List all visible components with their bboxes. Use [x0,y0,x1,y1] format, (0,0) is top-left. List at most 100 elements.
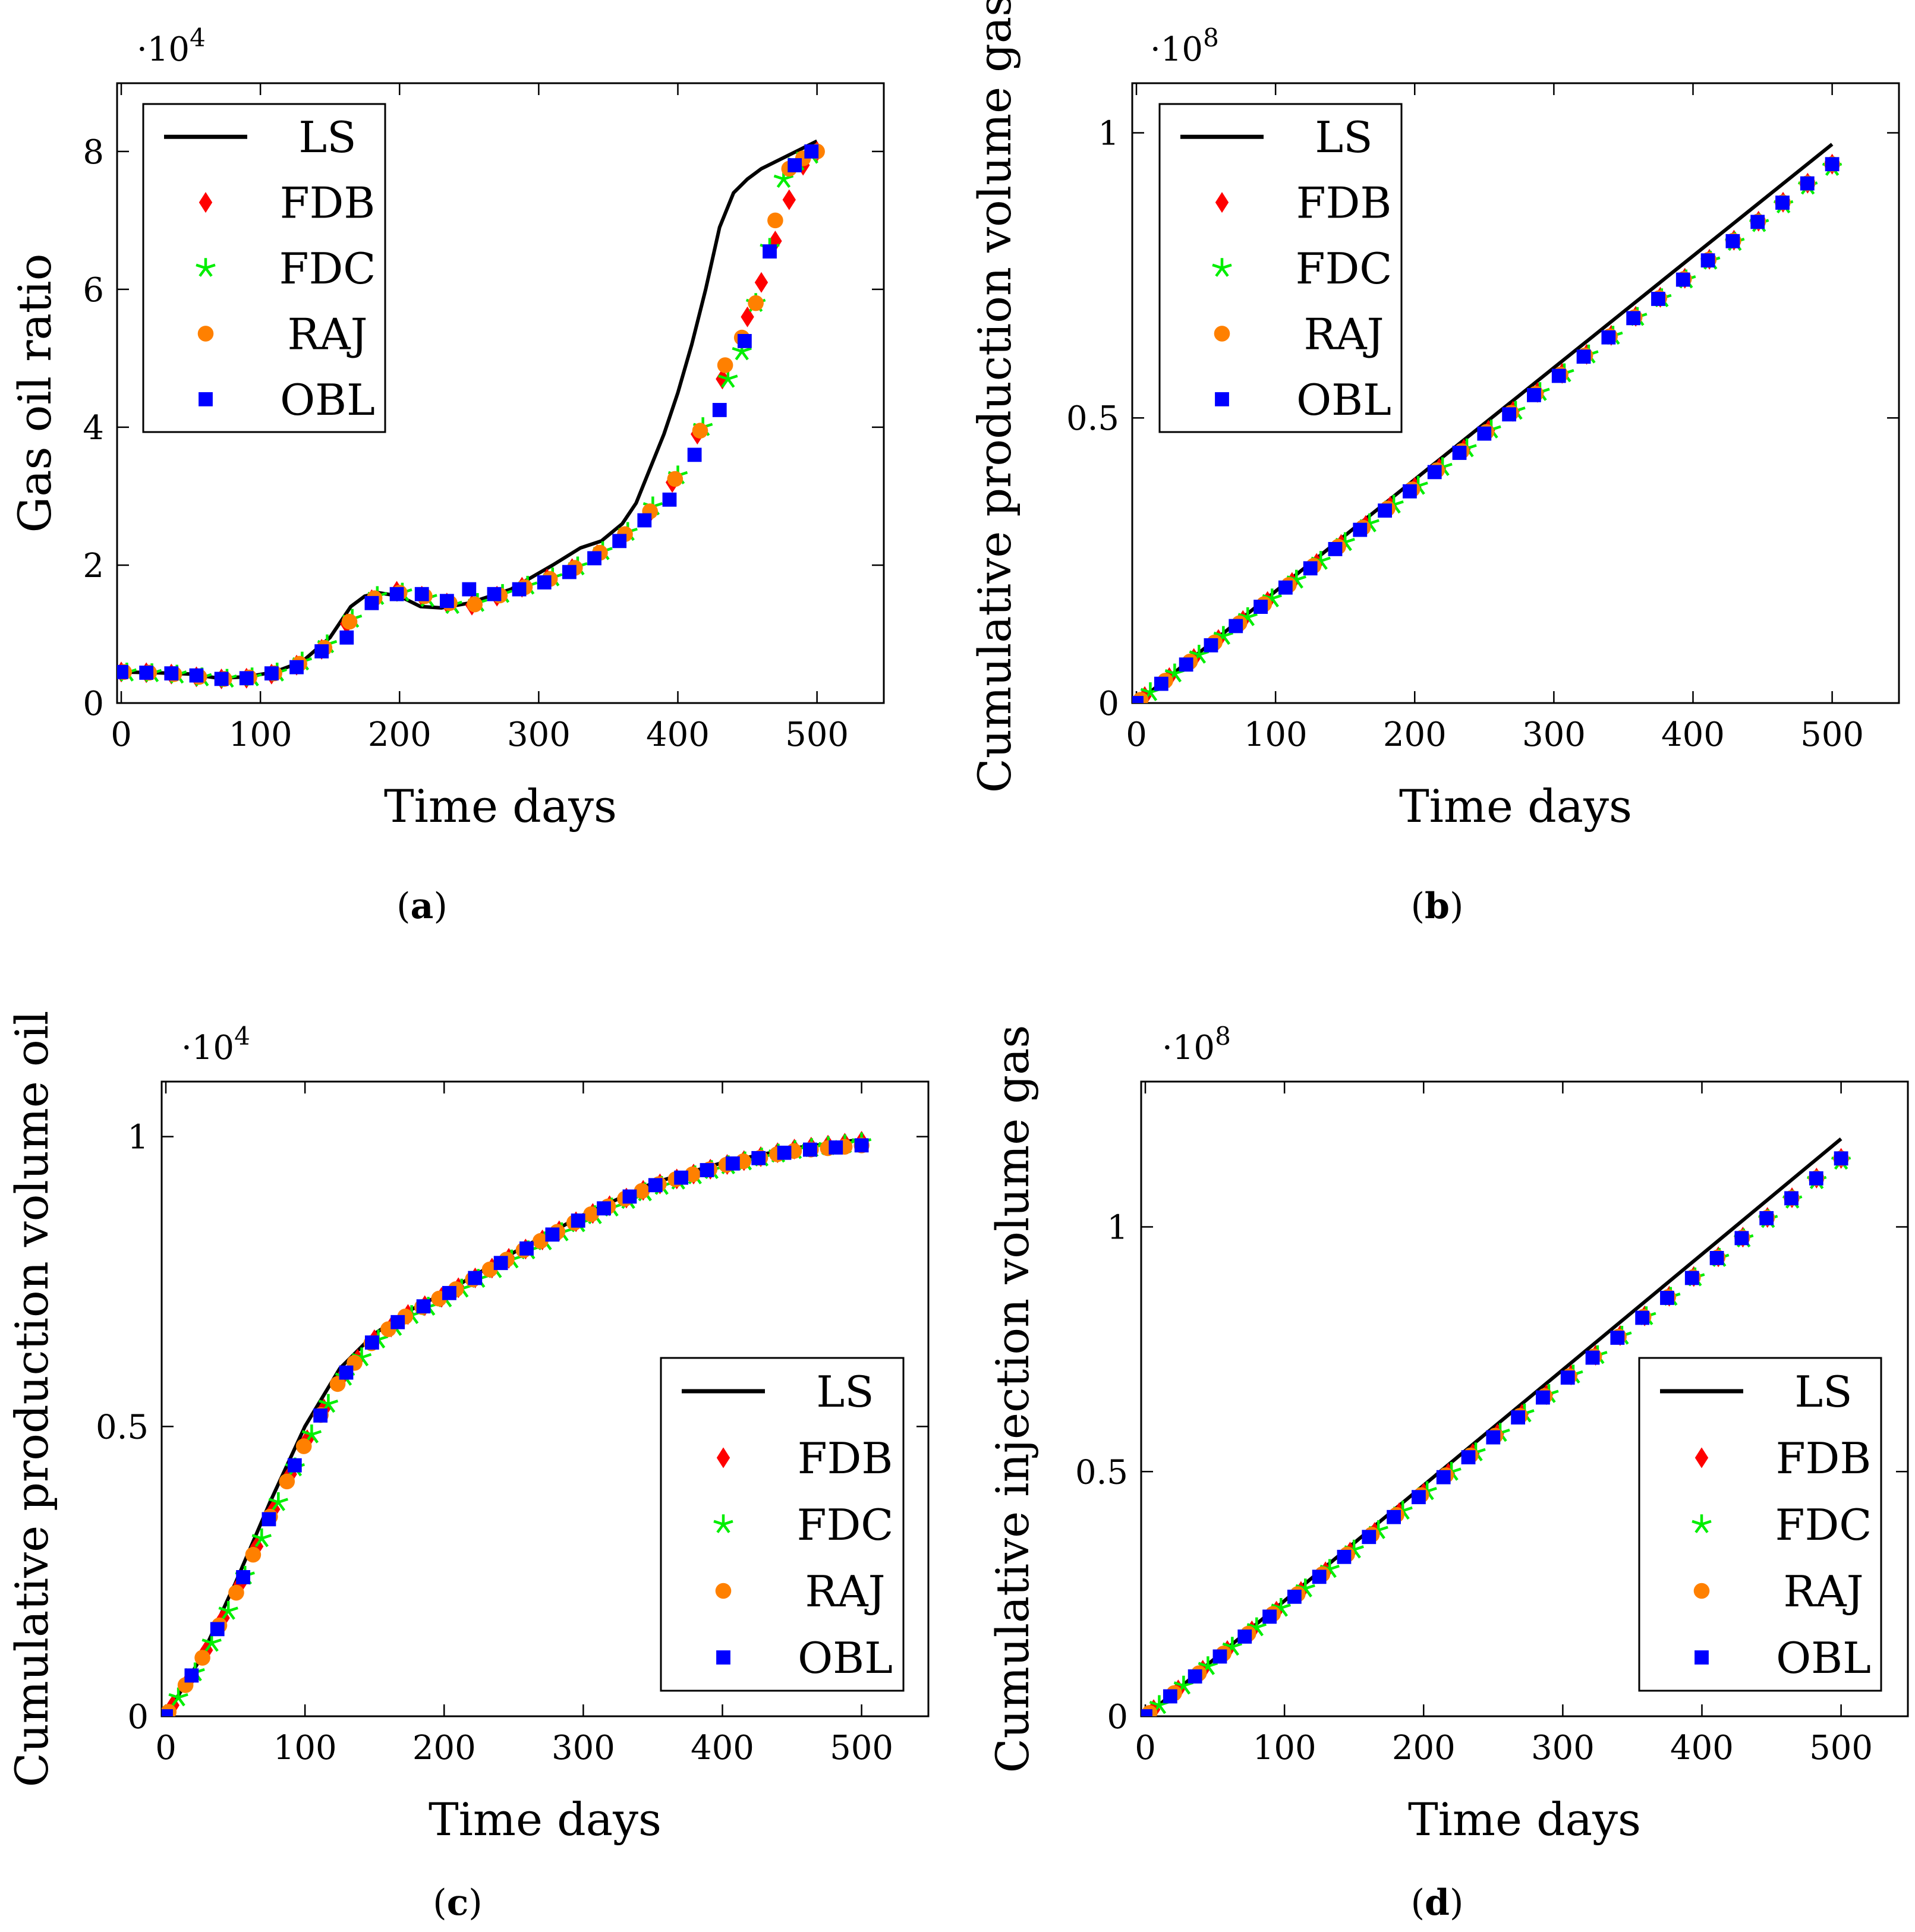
legend-label-raj: RAJ [1783,1567,1863,1616]
data-point-obl [287,1458,302,1473]
data-point-fdb [782,189,796,210]
data-point-obl [1834,1151,1848,1166]
data-point-fdc [1198,1656,1218,1675]
x-tick-label: 500 [830,1729,893,1767]
data-point-obl [117,664,128,679]
data-point-fdc [268,1492,288,1511]
data-point-obl [1800,176,1815,191]
data-point-obl [854,1138,869,1153]
data-point-fdc [1432,457,1453,477]
x-tick-label: 300 [552,1729,615,1767]
data-point-obl [1452,446,1467,460]
legend-label-ls: LS [298,112,356,162]
legend-swatch-fdb [1694,1447,1709,1468]
data-point-raj [748,295,764,311]
data-point-obl [1204,638,1218,653]
data-point-fdc [1393,1501,1413,1520]
data-point-fdc [251,1528,272,1548]
y-tick-label: 0 [83,685,104,723]
data-point-obl [1188,1669,1202,1684]
legend-label-fdb: FDB [280,178,376,228]
y-axis-label: Cumulative production volume oil [5,1011,58,1788]
data-point-fdc [1149,1695,1170,1714]
series-obl [162,1138,869,1716]
data-point-obl [339,1365,354,1380]
data-point-obl [1362,1530,1377,1545]
y-axis-label: Cumulative injection volume gas [986,1025,1039,1773]
x-tick-label: 0 [155,1729,177,1767]
x-tick-label: 400 [1670,1729,1734,1767]
y-tick-label: 0.5 [1075,1453,1128,1492]
legend-swatch-fdc [1692,1514,1712,1533]
data-point-obl [1278,580,1293,595]
series-obl [1132,157,1840,703]
legend-label-fdc: FDC [1775,1500,1872,1550]
data-point-obl [1725,234,1740,248]
legend-swatch-fdc [1212,258,1232,277]
data-point-obl [519,1241,534,1256]
y-tick-label: 1 [1098,114,1119,153]
plot-area [162,1130,872,1716]
subfigure-caption: (b) [1411,885,1464,927]
data-point-fdc [1271,1597,1291,1617]
data-point-obl [289,660,304,675]
data-point-obl [1237,1629,1252,1644]
data-point-obl [587,551,601,566]
data-point-fdc [318,1394,339,1413]
data-point-raj [667,471,684,487]
data-point-obl [1734,1231,1749,1246]
data-point-obl [313,1408,328,1423]
legend-label-fdc: FDC [797,1500,894,1550]
y-exponent-label: ·108 [1162,1022,1231,1067]
data-point-raj [583,1206,599,1222]
data-point-obl [1378,503,1392,518]
data-point-fdc [1213,626,1234,645]
data-point-obl [389,587,404,601]
data-point-obl [262,1512,276,1527]
data-point-fdc [168,1687,188,1707]
data-point-fdc [1319,1559,1340,1578]
data-point-obl [1132,696,1144,703]
legend: LS FDB FDC RAJ OBL [1638,1357,1882,1692]
data-point-obl [439,594,454,609]
y-tick-label: 8 [83,133,104,172]
data-point-fdc [301,1424,322,1444]
data-point-raj [245,1546,262,1563]
legend-swatch-fdb [199,192,213,213]
data-point-raj [767,212,783,229]
data-point-obl [788,158,802,172]
data-point-obl [1502,407,1517,422]
legend-swatch-fdc [713,1514,733,1533]
legend-swatch-raj [1693,1583,1710,1599]
data-point-obl [1303,561,1318,576]
legend-label-raj: RAJ [287,309,367,359]
data-point-fdc [718,368,738,388]
data-point-raj [341,613,358,630]
data-point-obl [725,1156,740,1171]
data-point-fdc [1164,663,1185,683]
data-point-obl [777,1145,792,1160]
data-point-obl [139,666,154,680]
data-point-obl [1229,619,1243,634]
data-point-fdc [1295,1578,1315,1597]
legend-label-fdc: FDC [279,244,376,294]
data-point-raj [194,1650,210,1666]
x-tick-label: 500 [785,716,849,754]
data-point-obl [1784,1191,1799,1206]
data-point-fdc [1490,1423,1510,1442]
data-point-fdb [716,368,729,390]
y-tick-label: 0 [127,1698,149,1736]
data-point-fdc [218,1601,238,1620]
legend-label-ls: LS [1315,112,1372,162]
data-point-obl [364,1335,379,1350]
legend-label-fdb: FDB [1296,178,1392,228]
data-point-fdc [1359,513,1379,532]
x-tick-label: 0 [1126,716,1147,754]
data-point-obl [1461,1450,1476,1465]
data-point-obl [162,1709,173,1716]
data-point-raj [481,1261,498,1278]
legend-swatch-raj [715,1583,732,1599]
x-tick-label: 100 [273,1729,337,1767]
data-point-obl [1775,196,1790,210]
chart-c: 0 100 200 300 400 500 0 0.5 1 ·104 Time days Cumula… [5,1011,930,1924]
